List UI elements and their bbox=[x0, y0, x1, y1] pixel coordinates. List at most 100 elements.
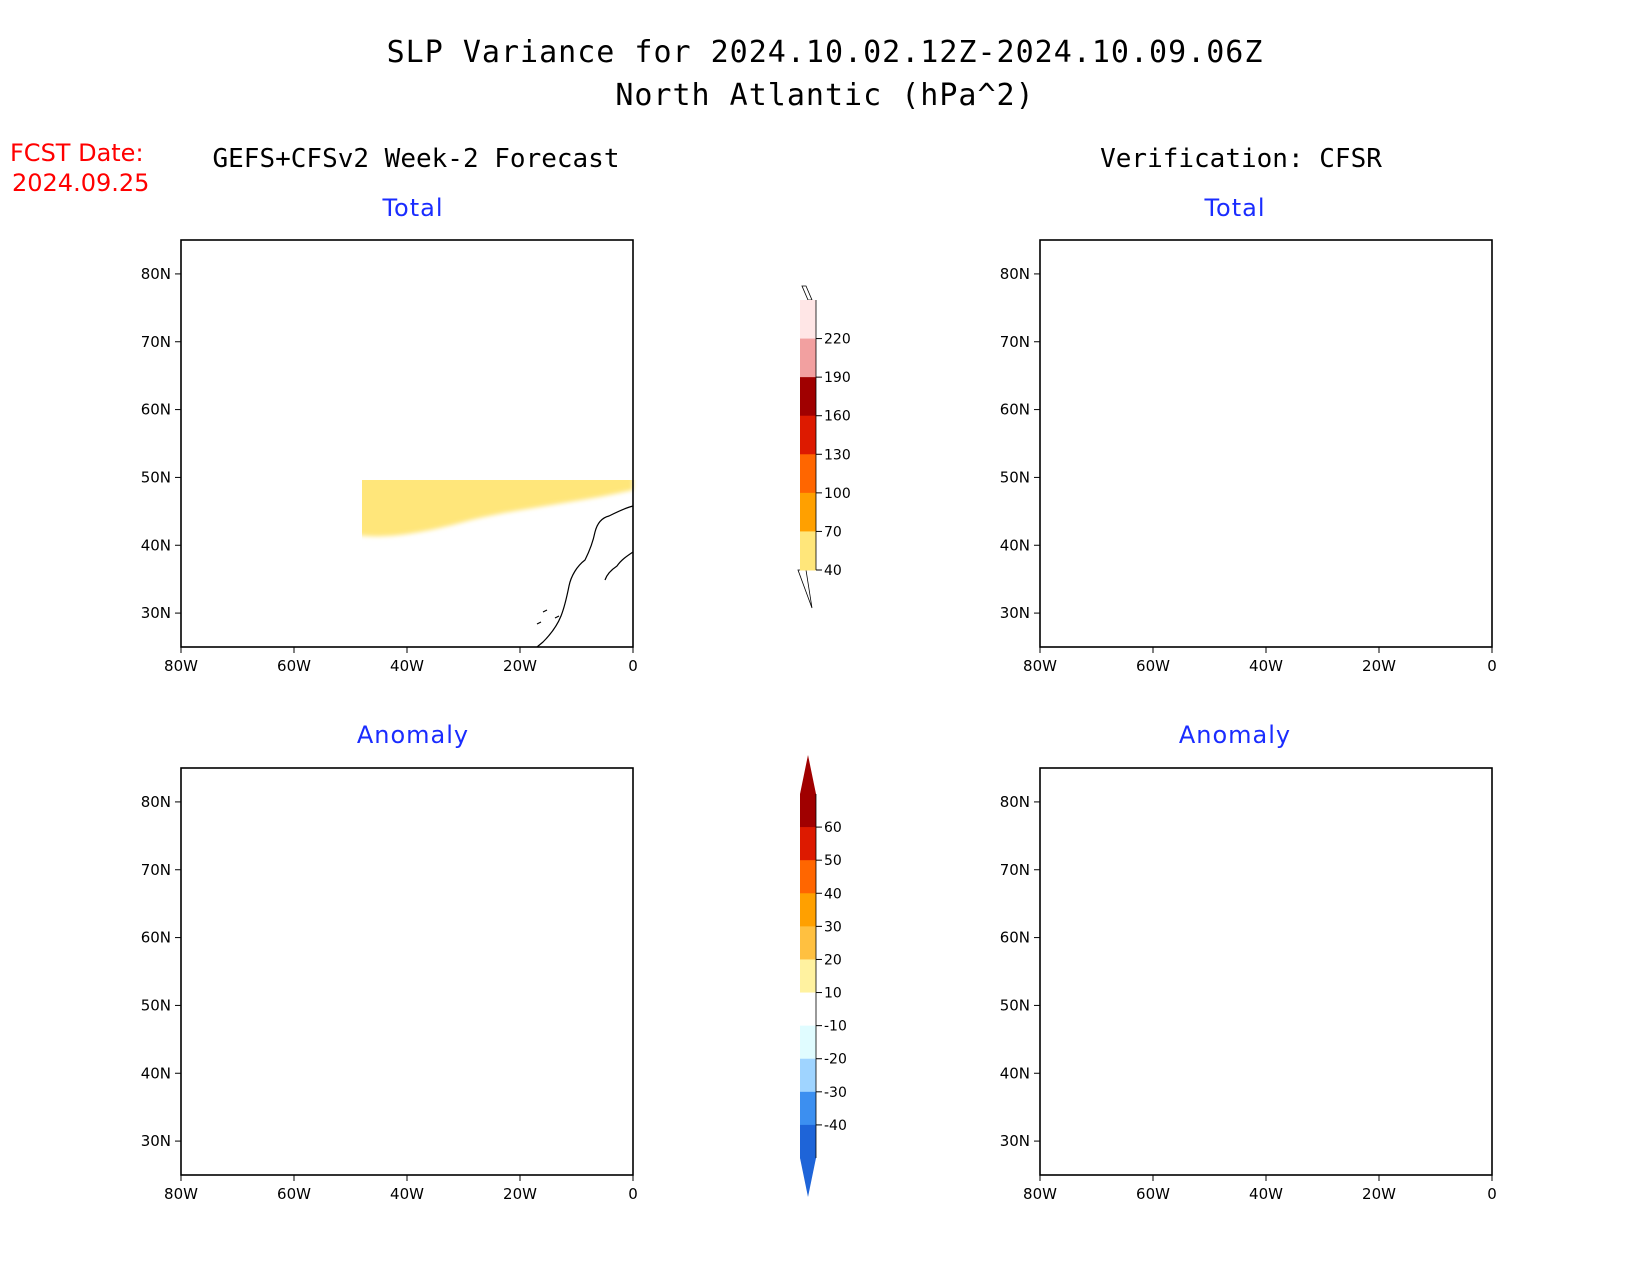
map-panel-forecast-total bbox=[180, 239, 634, 648]
lat-tick-label: 80N bbox=[141, 265, 171, 283]
colorbar-label: 40 bbox=[824, 563, 842, 579]
colorbar-label: 10 bbox=[824, 986, 842, 1002]
lon-tick-label: 20W bbox=[1362, 1185, 1396, 1203]
colorbar-label: 30 bbox=[824, 919, 842, 935]
colorbar-label: 190 bbox=[824, 370, 851, 386]
lon-tick-label: 80W bbox=[164, 1185, 198, 1203]
fcst-date-value: 2024.09.25 bbox=[12, 169, 149, 197]
colorbar-label: -40 bbox=[824, 1118, 847, 1134]
colorbar-label: 130 bbox=[824, 447, 851, 463]
lon-tick-label: 20W bbox=[1362, 657, 1396, 675]
colorbar-swatch bbox=[800, 992, 816, 1027]
lon-tick-label: 60W bbox=[277, 657, 311, 675]
lon-tick-label: 60W bbox=[1136, 1185, 1170, 1203]
colorbar-label: 50 bbox=[824, 853, 842, 869]
colorbar-swatch bbox=[800, 492, 816, 532]
colorbar-swatch bbox=[800, 860, 816, 894]
lat-tick-label: 70N bbox=[1000, 333, 1030, 351]
colorbar-label: 220 bbox=[824, 332, 851, 348]
lat-tick-label: 30N bbox=[1000, 604, 1030, 622]
lat-tick-label: 50N bbox=[141, 468, 171, 486]
colorbar-swatch bbox=[800, 827, 816, 861]
colorbar-swatch bbox=[800, 1025, 816, 1060]
lon-tick-label: 80W bbox=[164, 657, 198, 675]
colorbar-swatch bbox=[800, 1124, 816, 1159]
lat-tick-label: 30N bbox=[141, 1132, 171, 1150]
colorbar-label: 40 bbox=[824, 886, 842, 902]
lat-tick-label: 70N bbox=[141, 333, 171, 351]
colorbar-anomaly: 60 50 40 30 20 10 -10 -20 -30 -40 bbox=[800, 755, 847, 1197]
colorbar-swatch bbox=[800, 300, 816, 340]
lat-tick-label: 40N bbox=[1000, 536, 1030, 554]
lat-tick-label: 50N bbox=[141, 996, 171, 1014]
figure-subtitle: North Atlantic (hPa^2) bbox=[615, 78, 1034, 113]
lon-tick-label: 0 bbox=[628, 1185, 638, 1203]
lon-tick-label: 60W bbox=[277, 1185, 311, 1203]
lon-tick-label: 20W bbox=[503, 657, 537, 675]
colorbar-label: 100 bbox=[824, 486, 851, 502]
colorbar-swatch bbox=[800, 415, 816, 455]
colorbar-label: 20 bbox=[824, 952, 842, 968]
lat-tick-label: 70N bbox=[141, 861, 171, 879]
colorbar-anomaly-top-arrow bbox=[800, 755, 816, 794]
colorbar-label: 70 bbox=[824, 524, 842, 540]
lon-tick-label: 0 bbox=[1487, 1185, 1497, 1203]
lat-tick-label: 80N bbox=[141, 793, 171, 811]
lat-tick-label: 80N bbox=[1000, 265, 1030, 283]
lat-tick-label: 50N bbox=[1000, 468, 1030, 486]
lon-tick-label: 40W bbox=[1249, 657, 1283, 675]
lon-tick-label: 60W bbox=[1136, 657, 1170, 675]
lon-tick-label: 0 bbox=[1487, 657, 1497, 675]
colorbar-label: -10 bbox=[824, 1019, 847, 1035]
lat-tick-label: 40N bbox=[141, 1064, 171, 1082]
panel-title-forecast-anomaly: Anomaly bbox=[357, 721, 469, 749]
colorbar-anomaly-bottom-arrow bbox=[800, 1158, 816, 1197]
colorbar-swatch bbox=[800, 1058, 816, 1093]
lon-tick-label: 80W bbox=[1023, 657, 1057, 675]
colorbar-swatch bbox=[800, 377, 816, 417]
lon-tick-label: 20W bbox=[503, 1185, 537, 1203]
colorbar-label: -20 bbox=[824, 1052, 847, 1068]
panel-title-verification-anomaly: Anomaly bbox=[1179, 721, 1291, 749]
lon-tick-label: 80W bbox=[1023, 1185, 1057, 1203]
colorbar-swatch bbox=[800, 1091, 816, 1126]
colorbar-swatch bbox=[800, 893, 816, 927]
lat-tick-label: 60N bbox=[1000, 929, 1030, 947]
map-panel-forecast-anomaly bbox=[180, 767, 634, 1176]
lat-tick-label: 40N bbox=[141, 536, 171, 554]
colorbar-swatch bbox=[800, 338, 816, 378]
colorbar-swatch bbox=[800, 794, 816, 828]
axis-labels: 80N 70N 60N 50N 40N 30N 80W 60W 40W 20W 0 80N 70N 60N… bbox=[141, 265, 1497, 1203]
lat-tick-label: 30N bbox=[141, 604, 171, 622]
figure-title: SLP Variance for 2024.10.02.12Z-2024.10.… bbox=[387, 35, 1264, 70]
map-panel-verification-anomaly bbox=[1039, 767, 1493, 1176]
left-column-title: GEFS+CFSv2 Week-2 Forecast bbox=[213, 144, 620, 174]
colorbar-swatch bbox=[800, 531, 816, 571]
lat-tick-label: 40N bbox=[1000, 1064, 1030, 1082]
lat-tick-label: 30N bbox=[1000, 1132, 1030, 1150]
lat-tick-label: 50N bbox=[1000, 996, 1030, 1014]
colorbar-total-bottom-arrow bbox=[797, 569, 813, 609]
colorbar-total-top-arrow bbox=[801, 285, 813, 301]
panel-title-forecast-total: Total bbox=[381, 194, 443, 222]
colorbar-swatch bbox=[800, 454, 816, 494]
lon-tick-label: 0 bbox=[628, 657, 638, 675]
lon-tick-label: 40W bbox=[390, 1185, 424, 1203]
colorbar-label: -30 bbox=[824, 1085, 847, 1101]
lat-tick-label: 60N bbox=[1000, 401, 1030, 419]
colorbar-total: 220 190 160 130 100 70 40 bbox=[797, 285, 851, 609]
fcst-date-label: FCST Date: bbox=[10, 139, 144, 167]
right-column-title: Verification: CFSR bbox=[1100, 144, 1382, 174]
colorbar-swatch bbox=[800, 926, 816, 960]
lat-tick-label: 80N bbox=[1000, 793, 1030, 811]
colorbar-swatch bbox=[800, 959, 816, 994]
lat-tick-label: 60N bbox=[141, 401, 171, 419]
lon-tick-label: 40W bbox=[1249, 1185, 1283, 1203]
panel-title-verification-total: Total bbox=[1203, 194, 1265, 222]
lon-tick-label: 40W bbox=[390, 657, 424, 675]
colorbar-label: 60 bbox=[824, 820, 842, 836]
lat-tick-label: 60N bbox=[141, 929, 171, 947]
colorbar-label: 160 bbox=[824, 409, 851, 425]
map-panel-verification-total bbox=[1039, 239, 1493, 648]
